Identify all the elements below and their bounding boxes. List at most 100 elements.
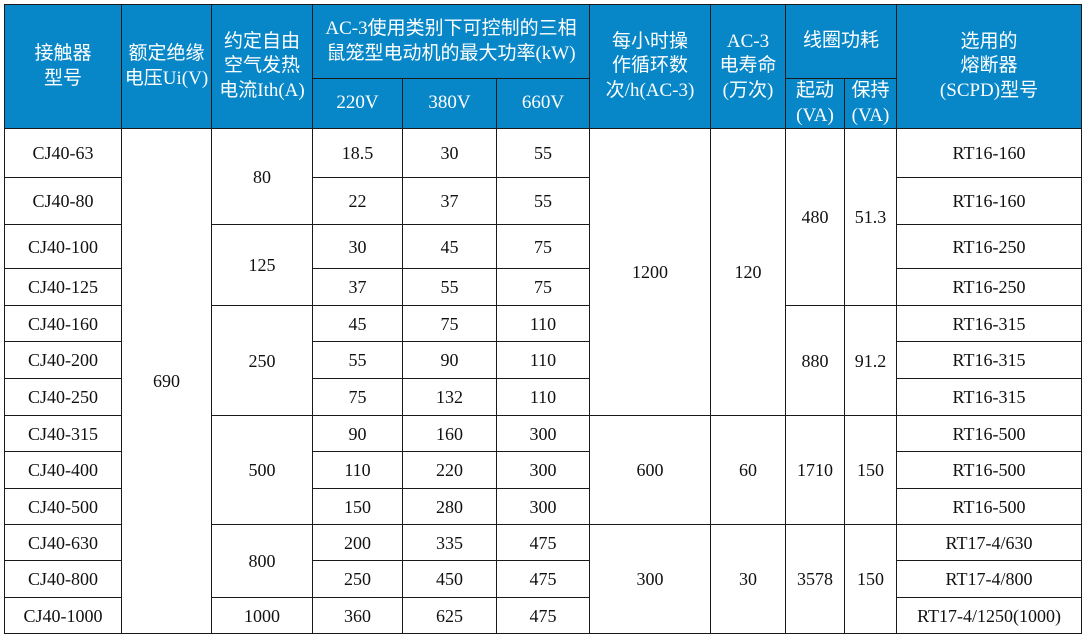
fuse-cell: RT16-160 bbox=[896, 177, 1083, 226]
model-cell: CJ40-200 bbox=[4, 341, 122, 380]
power-220v-cell: 150 bbox=[312, 488, 403, 526]
table-row: CJ40-800 250 450 475 RT17-4/800 bbox=[4, 560, 1083, 599]
fuse-cell: RT16-500 bbox=[896, 415, 1083, 453]
power-380v-cell: 30 bbox=[402, 128, 497, 179]
fuse-cell: RT16-160 bbox=[896, 128, 1083, 179]
table-row: CJ40-100 125 30 45 75 RT16-250 bbox=[4, 224, 1083, 307]
power-220v-cell: 45 bbox=[312, 305, 403, 343]
header-coil-hold: 保持 (VA) bbox=[843, 77, 898, 130]
header-fuse: 选用的 熔断器 (SCPD)型号 bbox=[896, 3, 1083, 130]
header-coil-start: 起动 (VA) bbox=[785, 77, 845, 130]
power-660v-cell: 110 bbox=[496, 305, 590, 343]
model-cell: CJ40-1000 bbox=[4, 597, 122, 634]
fuse-cell: RT16-315 bbox=[896, 378, 1083, 417]
coil-hold-cell: 150 bbox=[843, 524, 898, 634]
power-380v-cell: 625 bbox=[402, 597, 497, 634]
power-220v-cell: 75 bbox=[312, 378, 403, 417]
power-380v-cell: 335 bbox=[402, 524, 497, 562]
power-220v-cell: 30 bbox=[312, 224, 403, 270]
power-220v-cell: 90 bbox=[312, 415, 403, 453]
thermal-current-cell: 250 bbox=[211, 305, 313, 417]
header-660v: 660V bbox=[496, 77, 590, 130]
model-cell: CJ40-80 bbox=[4, 177, 122, 226]
cycles-cell: 300 bbox=[589, 524, 711, 634]
power-220v-cell: 360 bbox=[312, 597, 403, 634]
power-380v-cell: 280 bbox=[402, 488, 497, 526]
model-cell: CJ40-500 bbox=[4, 488, 122, 526]
electrical-life-cell: 60 bbox=[710, 415, 786, 526]
table-row: CJ40-250 75 132 110 RT16-315 bbox=[4, 378, 1083, 417]
model-cell: CJ40-250 bbox=[4, 378, 122, 417]
power-660v-cell: 55 bbox=[496, 177, 590, 226]
table-row: CJ40-80 22 37 55 RT16-160 bbox=[4, 177, 1083, 226]
fuse-cell: RT16-250 bbox=[896, 224, 1083, 270]
power-220v-cell: 22 bbox=[312, 177, 403, 226]
power-380v-cell: 132 bbox=[402, 378, 497, 417]
power-660v-cell: 475 bbox=[496, 597, 590, 634]
header-rated-voltage: 额定绝缘 电压Ui(V) bbox=[121, 3, 212, 130]
table-row: CJ40-500 150 280 300 RT16-500 bbox=[4, 488, 1083, 526]
power-660v-cell: 300 bbox=[496, 451, 590, 490]
thermal-current-cell: 800 bbox=[211, 524, 313, 599]
power-660v-cell: 75 bbox=[496, 268, 590, 307]
power-660v-cell: 110 bbox=[496, 341, 590, 380]
table-body: CJ40-63 690 80 18.5 30 55 1200 120 480 51.3 RT16-1… bbox=[4, 128, 1083, 634]
coil-hold-cell: 51.3 bbox=[843, 128, 898, 307]
model-cell: CJ40-630 bbox=[4, 524, 122, 562]
header-cycles: 每小时操 作循环数 次/h(AC-3) bbox=[589, 3, 711, 130]
table-row: CJ40-160 250 45 75 110 880 91.2 RT16-315 bbox=[4, 305, 1083, 417]
power-380v-cell: 90 bbox=[402, 341, 497, 380]
fuse-cell: RT17-4/800 bbox=[896, 560, 1083, 599]
power-380v-cell: 160 bbox=[402, 415, 497, 453]
coil-hold-cell: 91.2 bbox=[843, 305, 898, 417]
table-row: CJ40-200 55 90 110 RT16-315 bbox=[4, 341, 1083, 380]
power-380v-cell: 450 bbox=[402, 560, 497, 599]
power-380v-cell: 75 bbox=[402, 305, 497, 343]
header-220v: 220V bbox=[312, 77, 403, 130]
power-660v-cell: 110 bbox=[496, 378, 590, 417]
table-row: CJ40-63 690 80 18.5 30 55 1200 120 480 51.3 RT16-1… bbox=[4, 128, 1083, 634]
coil-start-cell: 480 bbox=[785, 128, 845, 307]
fuse-cell: RT17-4/1250(1000) bbox=[896, 597, 1083, 634]
table-row: CJ40-125 37 55 75 RT16-250 bbox=[4, 268, 1083, 307]
header-max-power: AC-3使用类别下可控制的三相 鼠笼型电动机的最大功率(kW) bbox=[312, 4, 590, 79]
table-row: CJ40-400 110 220 300 RT16-500 bbox=[4, 451, 1083, 490]
thermal-current-cell: 500 bbox=[211, 415, 313, 526]
model-cell: CJ40-800 bbox=[4, 560, 122, 599]
fuse-cell: RT17-4/630 bbox=[896, 524, 1083, 562]
fuse-cell: RT16-315 bbox=[896, 305, 1083, 343]
model-cell: CJ40-100 bbox=[4, 224, 122, 270]
model-cell: CJ40-63 bbox=[4, 128, 122, 179]
model-cell: CJ40-160 bbox=[4, 305, 122, 343]
power-380v-cell: 45 bbox=[402, 224, 497, 270]
model-cell: CJ40-315 bbox=[4, 415, 122, 453]
fuse-cell: RT16-250 bbox=[896, 268, 1083, 307]
coil-start-cell: 880 bbox=[785, 305, 845, 417]
cycles-cell: 1200 bbox=[589, 128, 711, 417]
power-660v-cell: 75 bbox=[496, 224, 590, 270]
power-660v-cell: 300 bbox=[496, 488, 590, 526]
header-coil-power: 线圈功耗 bbox=[784, 4, 898, 79]
electrical-life-cell: 120 bbox=[710, 128, 786, 417]
electrical-life-cell: 30 bbox=[710, 524, 786, 634]
coil-hold-cell: 150 bbox=[843, 415, 898, 526]
header-model: 接触器 型号 bbox=[4, 3, 122, 130]
power-220v-cell: 18.5 bbox=[312, 128, 403, 179]
power-220v-cell: 110 bbox=[312, 451, 403, 490]
power-380v-cell: 37 bbox=[402, 177, 497, 226]
power-380v-cell: 55 bbox=[402, 268, 497, 307]
fuse-cell: RT16-500 bbox=[896, 451, 1083, 490]
coil-start-cell: 3578 bbox=[785, 524, 845, 634]
table-row: CJ40-630 800 200 335 475 300 30 3578 150 RT17-4/6… bbox=[4, 524, 1083, 634]
power-220v-cell: 37 bbox=[312, 268, 403, 307]
fuse-cell: RT16-315 bbox=[896, 341, 1083, 380]
thermal-current-cell: 125 bbox=[211, 224, 313, 307]
header-380v: 380V bbox=[402, 77, 497, 130]
power-220v-cell: 55 bbox=[312, 341, 403, 380]
model-cell: CJ40-125 bbox=[4, 268, 122, 307]
power-220v-cell: 200 bbox=[312, 524, 403, 562]
thermal-current-cell: 80 bbox=[211, 128, 313, 226]
contactor-spec-table: 接触器 型号 额定绝缘 电压Ui(V) 约定自由 空气发热 电流Ith(A) A… bbox=[4, 3, 1083, 634]
cycles-cell: 600 bbox=[589, 415, 711, 526]
power-660v-cell: 55 bbox=[496, 128, 590, 179]
